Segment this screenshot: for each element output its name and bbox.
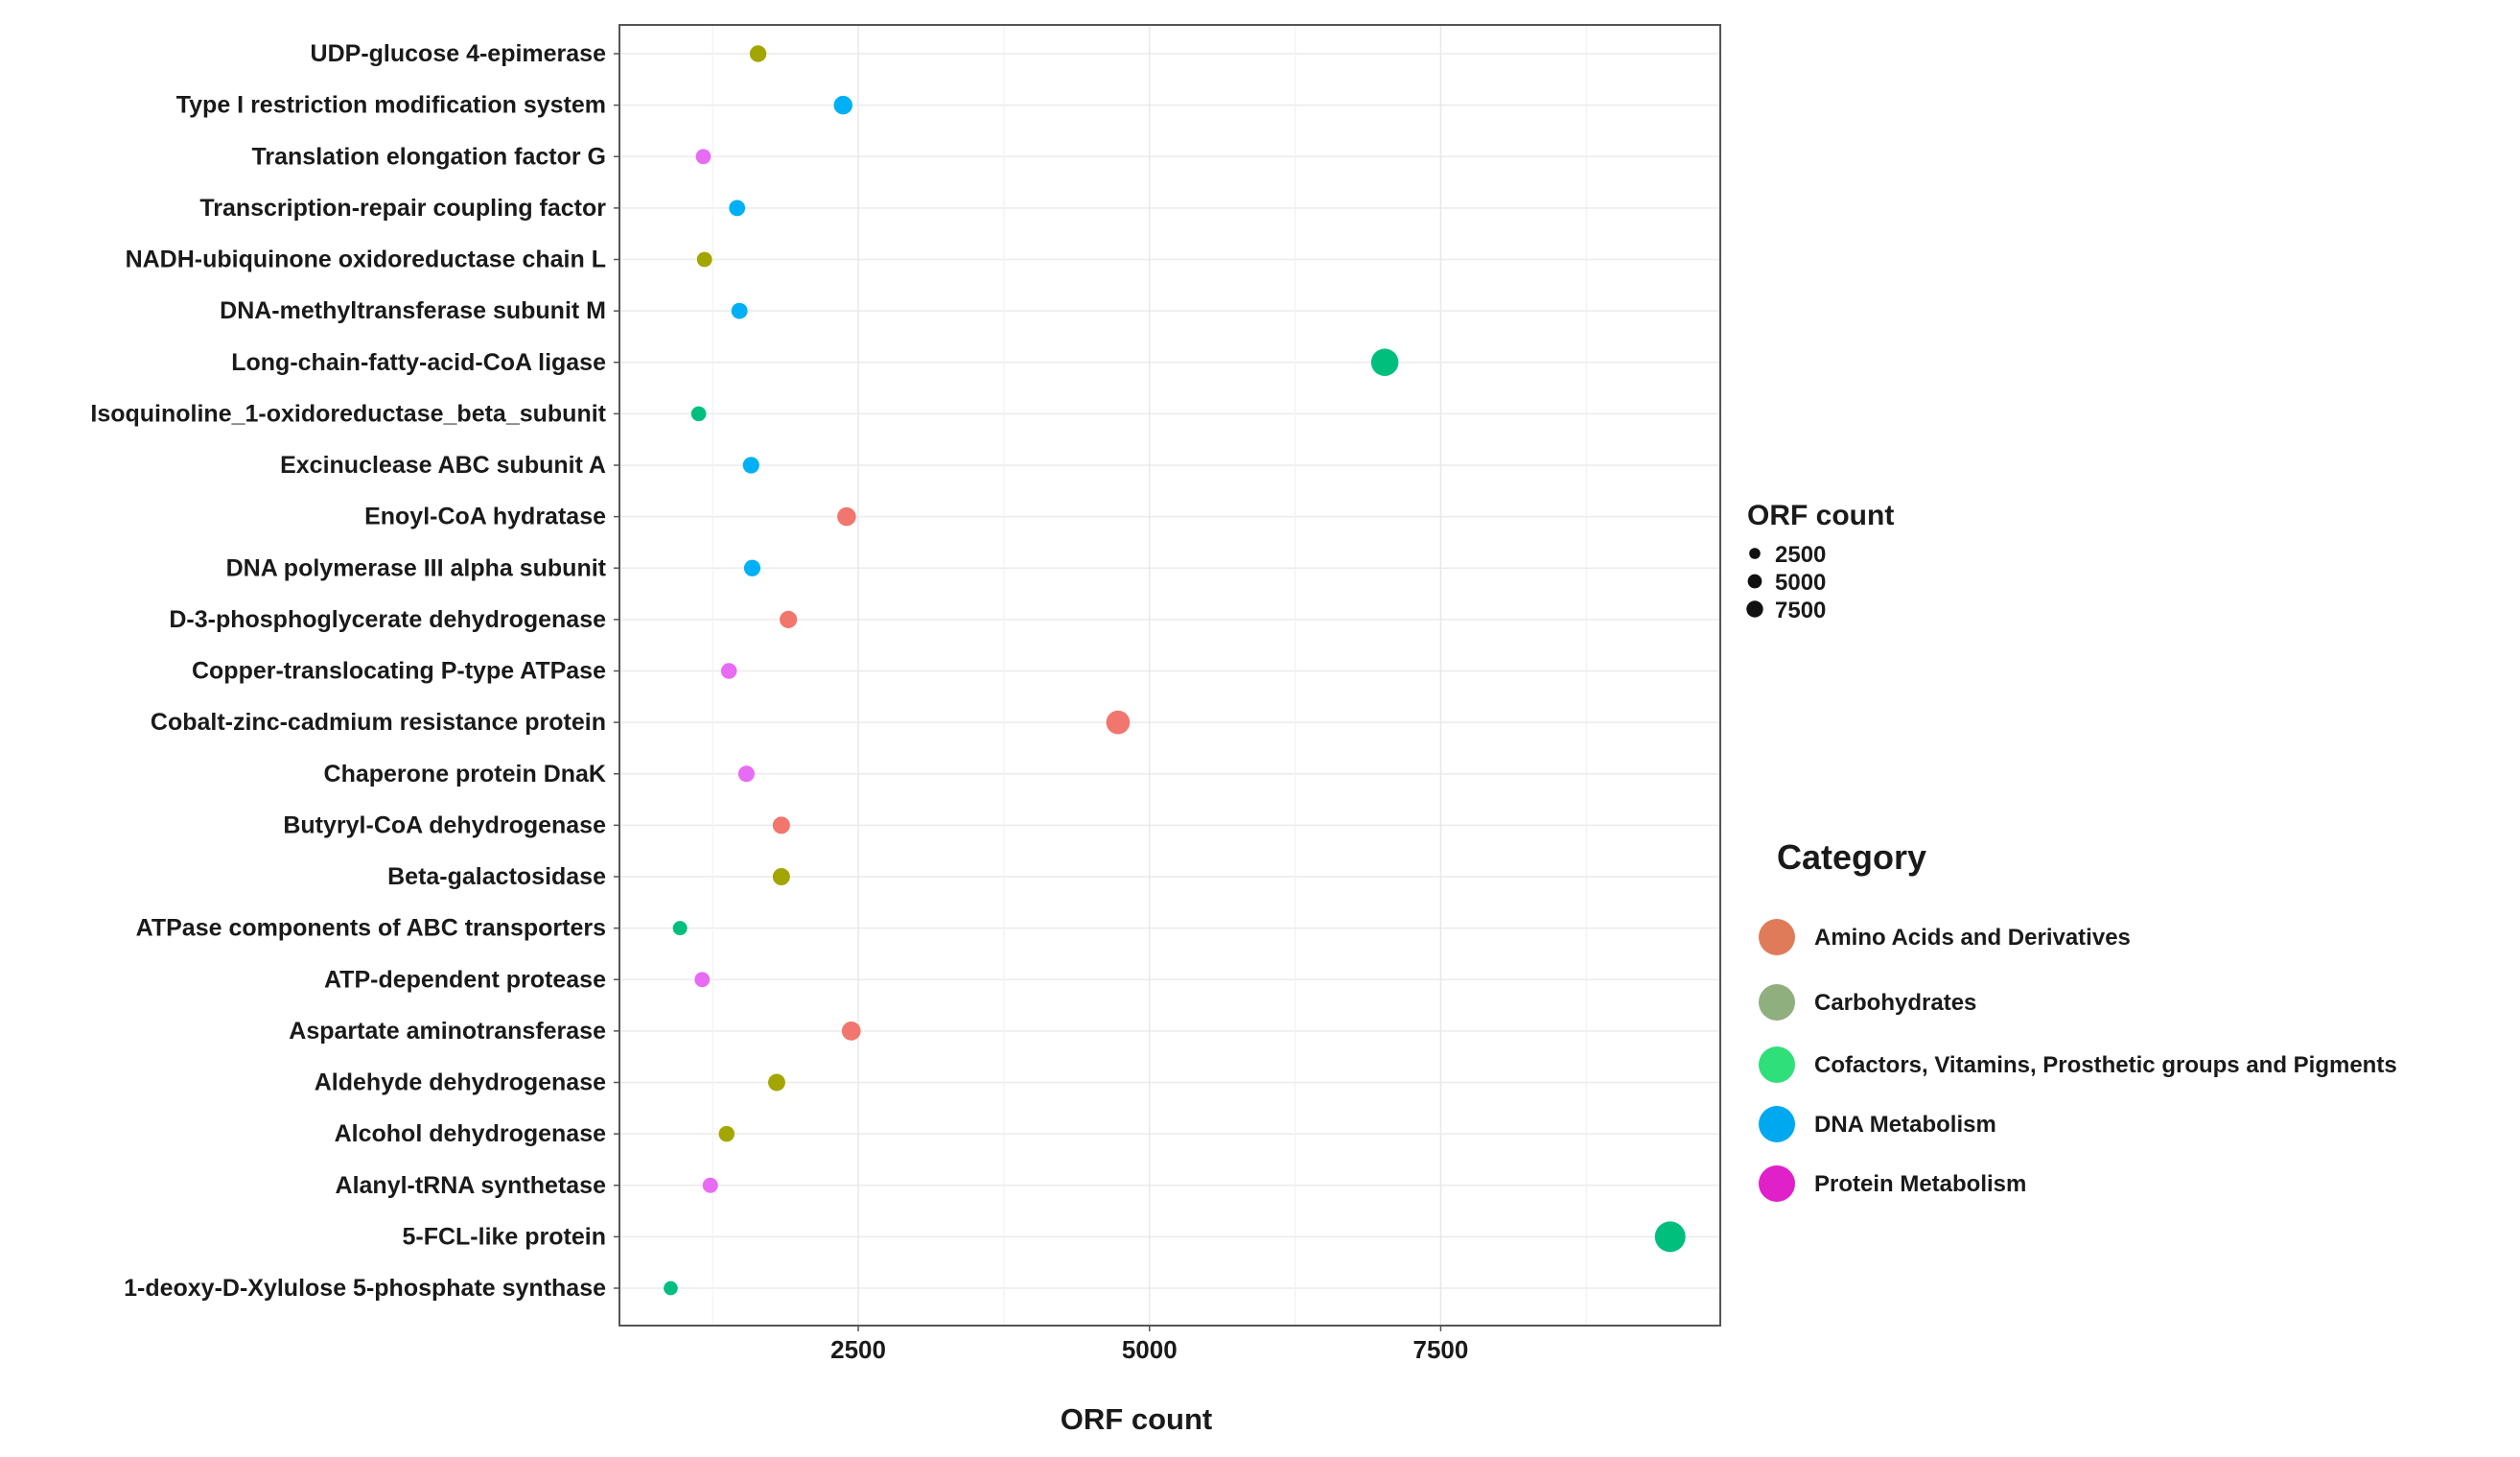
y-tick-label: ATP-dependent protease <box>324 966 606 993</box>
data-point <box>729 200 746 217</box>
y-tick-label: Alanyl-tRNA synthetase <box>336 1172 607 1199</box>
data-points <box>664 45 1686 1296</box>
y-tick-label: Chaperone protein DnaK <box>324 761 606 787</box>
y-tick-label: Transcription-repair coupling factor <box>199 195 606 222</box>
data-point <box>772 816 790 834</box>
y-tick-label: DNA polymerase III alpha subunit <box>226 554 607 581</box>
data-point <box>690 406 707 422</box>
y-tick-label: NADH-ubiquinone oxidoreductase chain L <box>126 247 606 273</box>
size-legend-key <box>1747 574 1762 589</box>
category-legend-label: Amino Acids and Derivatives <box>1814 925 2131 951</box>
y-tick-label: 5-FCL-like protein <box>402 1223 606 1250</box>
y-tick-label: UDP-glucose 4-epimerase <box>311 40 607 67</box>
y-tick-label: 1-deoxy-D-Xylulose 5-phosphate synthase <box>124 1275 606 1302</box>
size-legend-title: ORF count <box>1747 500 1894 531</box>
category-legend-key <box>1759 919 1795 955</box>
data-point <box>664 1281 678 1296</box>
data-point <box>695 149 712 165</box>
x-tick-label: 2500 <box>830 1335 886 1364</box>
data-point <box>702 1177 718 1193</box>
y-tick-label: Beta-galactosidase <box>387 863 606 890</box>
data-point <box>694 972 711 988</box>
y-tick-label: Type I restriction modification system <box>176 92 606 119</box>
x-tick-label: 7500 <box>1413 1335 1469 1364</box>
category-legend-label: Carbohydrates <box>1814 990 1976 1016</box>
data-point <box>1370 348 1399 376</box>
y-tick-label: Enoyl-CoA hydratase <box>364 504 606 530</box>
y-tick-label: Translation elongation factor G <box>252 143 606 170</box>
data-point <box>772 867 790 886</box>
y-tick-label: Copper-translocating P-type ATPase <box>192 658 606 685</box>
data-point <box>833 95 852 115</box>
category-legend-label: Cofactors, Vitamins, Prosthetic groups a… <box>1814 1052 2397 1078</box>
x-axis-ticks: 2500 5000 7500 <box>830 1326 1468 1364</box>
data-point <box>768 1073 785 1092</box>
y-tick-label: Long-chain-fatty-acid-CoA ligase <box>231 349 606 376</box>
size-legend-key <box>1746 600 1763 618</box>
size-legend-key <box>1749 548 1761 559</box>
size-legend-label: 7500 <box>1775 598 1826 623</box>
data-point <box>696 251 712 268</box>
category-legend-label: DNA Metabolism <box>1814 1112 1996 1138</box>
x-axis-title: ORF count <box>1061 1402 1212 1436</box>
category-legend-title: Category <box>1777 837 1926 877</box>
category-legend-key <box>1759 1106 1795 1142</box>
y-tick-label: Excinuclease ABC subunit A <box>280 452 606 479</box>
y-tick-label: D-3-phosphoglycerate dehydrogenase <box>169 606 606 633</box>
data-point <box>841 1022 861 1041</box>
y-tick-label: DNA-methyltransferase subunit M <box>220 297 606 324</box>
data-point <box>743 559 761 576</box>
data-point <box>837 506 856 527</box>
data-point <box>780 610 798 628</box>
y-tick-label: Aldehyde dehydrogenase <box>315 1069 606 1096</box>
y-tick-label: Alcohol dehydrogenase <box>335 1120 606 1147</box>
data-point <box>718 1125 735 1142</box>
x-tick-label: 5000 <box>1122 1335 1178 1364</box>
y-tick-label: Isoquinoline_1-oxidoreductase_beta_subun… <box>90 400 606 427</box>
size-legend-label: 5000 <box>1775 570 1826 596</box>
y-tick-label: Butyryl-CoA dehydrogenase <box>283 811 606 838</box>
size-legend-label: 2500 <box>1775 542 1826 568</box>
data-point <box>731 302 748 319</box>
y-tick-label: Aspartate aminotransferase <box>289 1018 606 1045</box>
data-point <box>749 45 767 62</box>
category-legend-key <box>1759 1046 1795 1083</box>
data-point <box>1106 710 1131 735</box>
data-point <box>737 765 755 783</box>
data-point <box>742 457 759 474</box>
data-point <box>1654 1221 1686 1253</box>
y-tick-label: ATPase components of ABC transporters <box>136 915 606 942</box>
data-point <box>720 663 737 679</box>
category-legend-label: Protein Metabolism <box>1814 1171 2026 1197</box>
category-legend-key <box>1759 1165 1795 1202</box>
plot-panel-border <box>618 24 1721 1327</box>
y-tick-label: Cobalt-zinc-cadmium resistance protein <box>151 709 606 736</box>
data-point <box>672 921 688 936</box>
y-axis-labels: 1-deoxy-D-Xylulose 5-phosphate synthase 5… <box>90 40 619 1302</box>
grid-lines <box>619 25 1720 1326</box>
category-legend-key <box>1759 984 1795 1021</box>
category-legend: Category Amino Acids and Derivatives Carb… <box>1759 837 2397 1202</box>
